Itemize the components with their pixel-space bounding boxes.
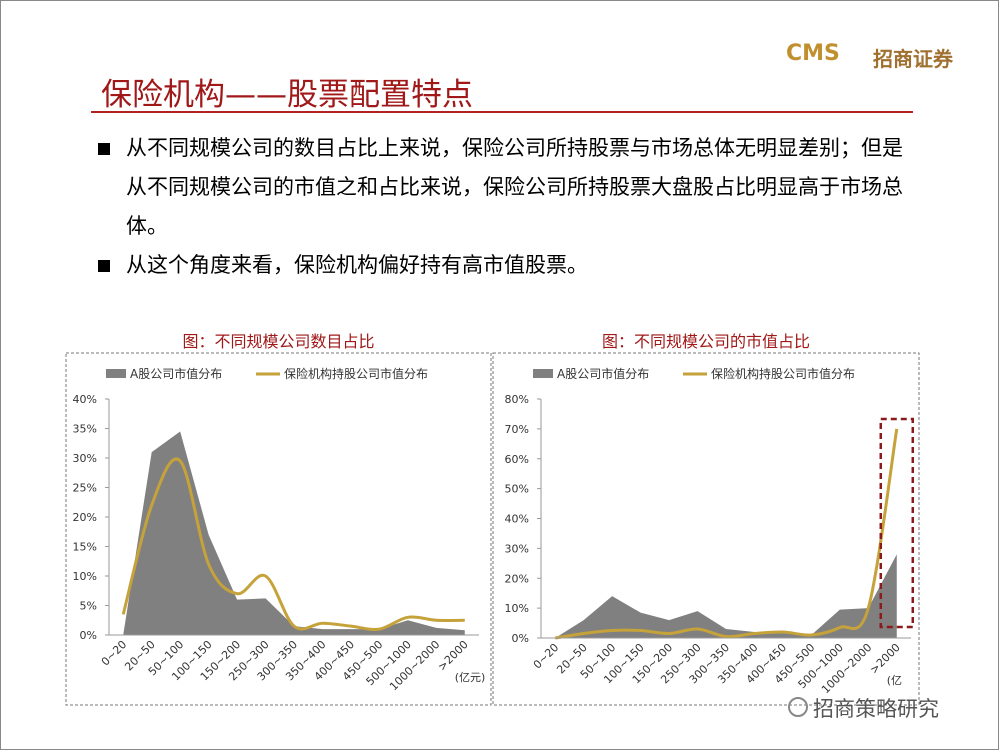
area — [555, 554, 897, 638]
line — [121, 457, 465, 631]
y-tick-label: 20% — [73, 511, 97, 524]
y-tick-label: 60% — [505, 453, 529, 466]
y-tick-label: 40% — [505, 513, 529, 526]
x-tick-label: >2000 — [435, 638, 471, 674]
bullet: 从这个角度来看，保险机构偏好持有高市值股票。 — [96, 246, 906, 285]
x-tick-label: >2000 — [867, 641, 903, 677]
legend-swatch — [533, 369, 553, 378]
legend-label: 保险机构持股公司市值分布 — [711, 366, 855, 381]
legend-label: A股公司市值分布 — [130, 366, 222, 381]
y-tick-label: 20% — [505, 572, 529, 585]
y-tick-label: 15% — [73, 541, 97, 554]
y-tick-label: 5% — [80, 600, 97, 613]
y-tick-label: 0% — [512, 632, 529, 645]
bullet-list: 从不同规模公司的数目占比上来说，保险公司所持股票与市场总体无明显差别；但是从不同… — [96, 129, 906, 285]
y-tick-label: 40% — [73, 393, 97, 406]
y-tick-label: 35% — [73, 423, 97, 436]
wechat-icon — [788, 697, 808, 717]
chart-frame — [492, 352, 920, 706]
area — [123, 431, 465, 635]
y-tick-label: 50% — [505, 483, 529, 496]
y-tick-label: 30% — [73, 452, 97, 465]
chart-title: 图：不同规模公司数目占比 — [182, 332, 374, 351]
line — [554, 428, 899, 640]
y-tick-label: 25% — [73, 482, 97, 495]
y-tick-label: 10% — [505, 602, 529, 615]
x-unit: (亿元) — [455, 671, 486, 684]
legend-swatch — [106, 369, 126, 378]
y-tick-label: 0% — [80, 629, 97, 642]
legend-label: A股公司市值分布 — [557, 366, 649, 381]
chart-title: 图：不同规模公司的市值占比 — [602, 332, 810, 351]
y-tick-label: 10% — [73, 570, 97, 583]
company: 招商证券 — [873, 47, 953, 71]
y-tick-label: 80% — [505, 393, 529, 406]
title-rule — [91, 111, 913, 113]
highlight-box — [879, 417, 915, 629]
legend-label: 保险机构持股公司市值分布 — [284, 366, 428, 381]
slide-title: 保险机构——股票配置特点 — [101, 77, 473, 113]
bullet: 从不同规模公司的数目占比上来说，保险公司所持股票与市场总体无明显差别；但是从不同… — [96, 129, 906, 246]
y-tick-label: 70% — [505, 423, 529, 436]
watermark: 招商策略研究 — [813, 697, 939, 721]
y-tick-label: 30% — [505, 542, 529, 555]
chart-frame — [65, 352, 492, 706]
x-unit: (亿 — [887, 674, 902, 687]
logo: CMS — [786, 41, 840, 66]
